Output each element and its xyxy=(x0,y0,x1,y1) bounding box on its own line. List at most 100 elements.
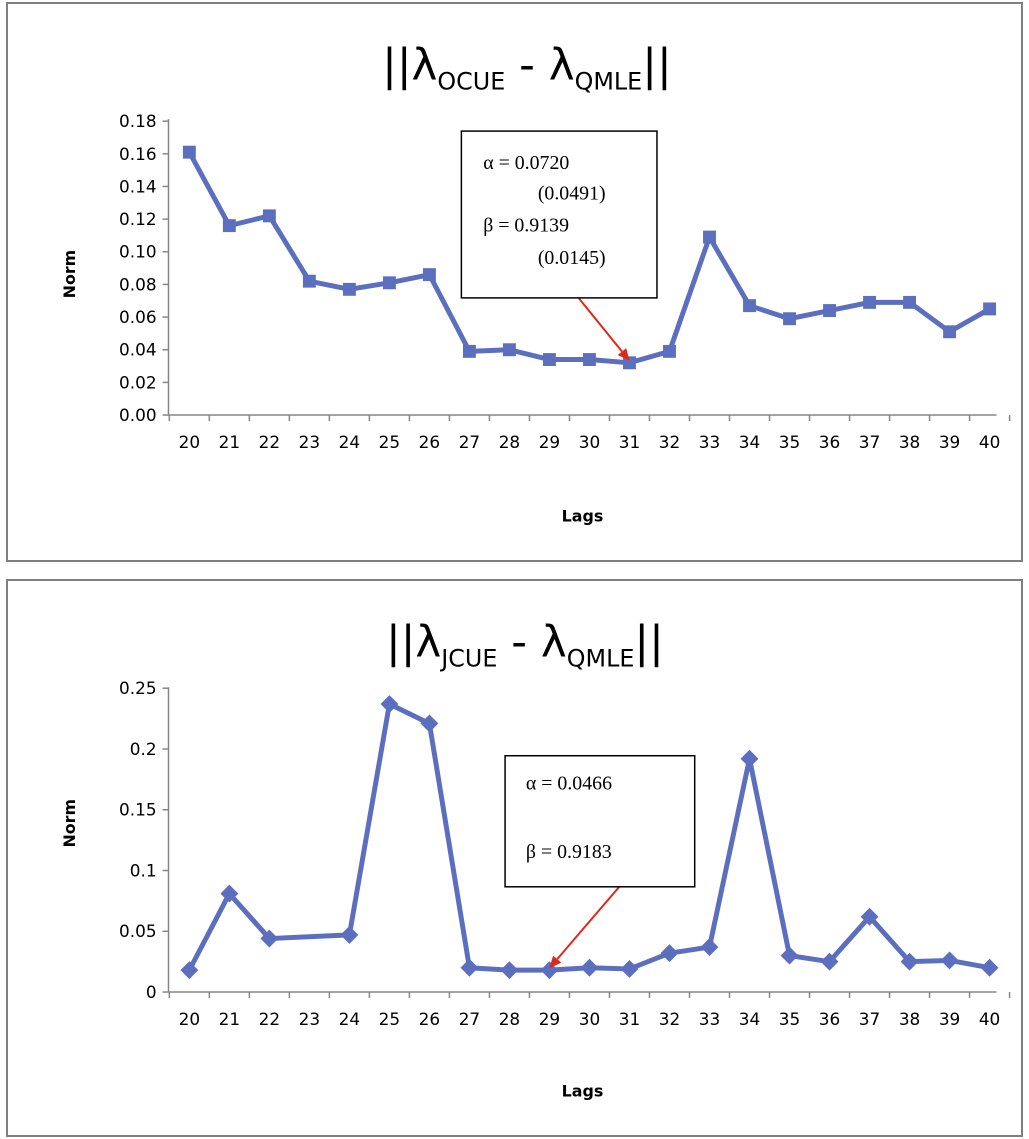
data-point-square xyxy=(943,325,957,339)
x-tick-label: 34 xyxy=(739,432,760,452)
data-point-diamond xyxy=(700,938,719,957)
y-tick-label: 0.04 xyxy=(119,340,157,360)
data-point-square xyxy=(462,344,476,358)
x-tick-label: 28 xyxy=(499,1009,520,1029)
x-tick-label: 26 xyxy=(419,1009,440,1029)
x-tick-label: 30 xyxy=(579,432,600,452)
data-point-square xyxy=(182,145,196,159)
annotation-arrow xyxy=(556,886,620,960)
x-tick-label: 30 xyxy=(579,1009,600,1029)
y-tick-label: 0.16 xyxy=(119,144,157,164)
x-tick-label: 32 xyxy=(659,1009,680,1029)
data-point-diamond xyxy=(420,714,439,733)
x-axis-label: Lags xyxy=(562,506,604,525)
data-point-diamond xyxy=(620,960,639,978)
x-tick-label: 38 xyxy=(899,1009,920,1029)
y-tick-label: 0 xyxy=(146,982,157,1002)
annotation-box xyxy=(460,130,658,299)
data-point-diamond xyxy=(540,961,559,980)
data-point-square xyxy=(382,276,396,290)
data-point-square xyxy=(783,312,796,326)
annotation-arrow xyxy=(577,297,623,353)
x-tick-label: 26 xyxy=(419,432,440,452)
x-tick-label: 25 xyxy=(379,432,400,452)
data-point-square xyxy=(983,302,997,316)
x-tick-label: 21 xyxy=(219,1009,240,1029)
data-point-diamond xyxy=(980,958,999,977)
x-tick-label: 23 xyxy=(299,432,320,452)
data-point-square xyxy=(583,353,596,366)
annotation-beta: β = 0.9183 xyxy=(526,841,612,863)
annotation-alpha: α = 0.0466 xyxy=(526,772,612,794)
y-tick-label: 0.18 xyxy=(119,111,157,131)
x-tick-label: 27 xyxy=(459,1009,480,1029)
x-tick-label: 22 xyxy=(259,1009,280,1029)
data-point-diamond xyxy=(860,907,879,926)
data-point-square xyxy=(823,304,836,318)
x-tick-label: 20 xyxy=(179,1009,200,1029)
x-tick-label: 23 xyxy=(299,1009,320,1029)
data-point-square xyxy=(743,299,756,313)
chart-ocue: ||λOCUE - λQMLE|| Norm Lags 0.00 0.02 0.04… xyxy=(60,39,1011,525)
data-point-diamond xyxy=(460,958,479,977)
x-tick-label: 36 xyxy=(819,432,840,452)
x-tick-label: 36 xyxy=(819,1009,840,1029)
x-tick-label: 27 xyxy=(459,432,480,452)
x-tick-label: 29 xyxy=(539,1009,560,1029)
data-point-diamond xyxy=(180,961,199,980)
x-tick-label: 25 xyxy=(379,1009,400,1029)
x-tick-label: 24 xyxy=(339,1009,360,1029)
data-point-square xyxy=(903,295,917,309)
y-tick-label: 0.05 xyxy=(119,921,157,941)
x-tick-label: 35 xyxy=(779,432,800,452)
x-tick-label: 32 xyxy=(659,432,680,452)
annotation-beta: β = 0.9139 xyxy=(483,214,569,236)
data-point-square xyxy=(703,230,716,244)
x-tick-label: 37 xyxy=(859,432,880,452)
annotation-alpha: α = 0.0720 xyxy=(483,152,569,174)
x-tick-label: 39 xyxy=(939,432,960,452)
y-tick-label: 0.06 xyxy=(119,307,157,327)
x-tick-label: 40 xyxy=(979,1009,1000,1029)
data-point-diamond xyxy=(500,961,519,980)
y-tick-label: 0.10 xyxy=(119,242,157,262)
x-tick-label: 31 xyxy=(619,432,640,452)
data-point-diamond xyxy=(580,958,599,977)
data-point-diamond xyxy=(220,884,239,903)
x-tick-label: 24 xyxy=(339,432,360,452)
data-point-square xyxy=(262,209,276,223)
x-tick-label: 31 xyxy=(619,1009,640,1029)
x-tick-label: 29 xyxy=(539,432,560,452)
data-point-square xyxy=(302,274,316,288)
x-axis-label: Lags xyxy=(562,1081,604,1100)
y-axis-label: Norm xyxy=(60,799,79,848)
chart-title: ||λJCUE - λQMLE|| xyxy=(386,616,664,672)
y-tick-label: 0.08 xyxy=(119,274,157,294)
annotation-arrow-head xyxy=(617,348,630,361)
chart-jcue: ||λJCUE - λQMLE|| Norm Lags 0 0.05 0.1 0.15… xyxy=(60,616,1011,1100)
y-tick-label: 0.1 xyxy=(130,860,157,880)
x-tick-label: 33 xyxy=(699,1009,720,1029)
data-point-square xyxy=(542,353,556,366)
data-point-square xyxy=(422,268,436,282)
data-point-square xyxy=(663,344,676,358)
y-tick-label: 0.2 xyxy=(130,739,157,759)
data-point-diamond xyxy=(940,951,959,970)
data-point-square xyxy=(863,295,876,309)
x-tick-label: 21 xyxy=(219,432,240,452)
data-point-square xyxy=(502,343,516,357)
y-tick-label: 0.25 xyxy=(119,678,157,698)
data-point-square xyxy=(623,356,636,370)
x-tick-label: 39 xyxy=(939,1009,960,1029)
chart-panel-jcue: ||λJCUE - λQMLE|| Norm Lags 0 0.05 0.1 0.15… xyxy=(6,579,1023,1137)
chart-title: ||λOCUE - λQMLE|| xyxy=(382,39,672,95)
data-point-diamond xyxy=(780,946,799,965)
x-tick-label: 20 xyxy=(179,432,200,452)
y-tick-label: 0.00 xyxy=(119,405,157,425)
data-point-diamond xyxy=(340,925,359,944)
x-tick-label: 37 xyxy=(859,1009,880,1029)
y-tick-label: 0.12 xyxy=(119,209,157,229)
y-axis-label: Norm xyxy=(60,250,79,299)
annotation-box xyxy=(504,754,696,888)
data-point-square xyxy=(342,282,356,296)
